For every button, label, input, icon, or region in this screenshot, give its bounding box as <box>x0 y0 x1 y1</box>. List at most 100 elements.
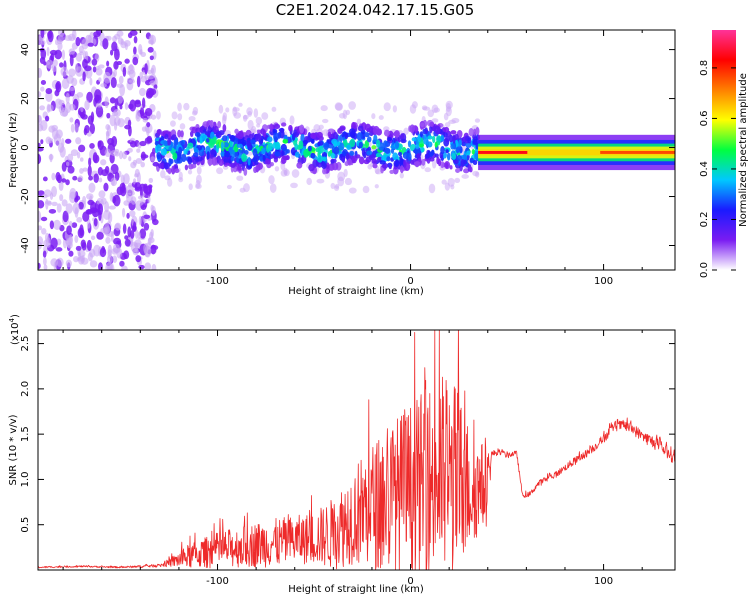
noise-blob <box>81 242 87 251</box>
noise-blob <box>40 80 47 85</box>
spectrogram-frame <box>37 29 676 271</box>
signal-blob <box>317 145 325 154</box>
signal-halo-blob <box>444 122 451 128</box>
signal-blob <box>255 164 259 173</box>
noise-blob <box>135 109 141 120</box>
noise-blob <box>151 64 156 75</box>
noise-blob <box>40 120 48 131</box>
signal-blob <box>310 147 316 152</box>
noise-blob <box>139 140 147 147</box>
signal-halo-blob <box>196 166 202 175</box>
noise-blob <box>148 177 154 184</box>
signal-blob <box>427 135 433 140</box>
signal-blob <box>273 123 281 130</box>
signal-blob <box>472 138 479 145</box>
signal-blob <box>443 126 450 133</box>
signal-blob <box>274 151 281 157</box>
signal-blob <box>400 133 405 140</box>
signal-halo-blob <box>269 183 277 193</box>
signal-blob <box>450 130 457 135</box>
noise-blob <box>76 216 83 223</box>
noise-blob <box>84 99 90 111</box>
noise-blob <box>67 165 75 174</box>
noise-blob <box>78 201 84 210</box>
signal-blob <box>349 150 355 156</box>
noise-blob <box>78 144 86 153</box>
noise-blob <box>91 58 98 66</box>
signal-blob <box>234 151 239 159</box>
noise-blob <box>146 126 150 137</box>
signal-blob <box>373 134 378 143</box>
noise-blob <box>69 103 76 111</box>
signal-halo-blob <box>232 107 240 112</box>
signal-halo-blob <box>378 115 384 120</box>
noise-blob <box>58 181 64 192</box>
noise-blob <box>76 91 84 98</box>
signal-halo-blob <box>283 169 290 177</box>
noise-blob <box>47 138 54 143</box>
noise-blob <box>124 124 132 130</box>
signal-blob <box>426 141 433 148</box>
signal-blob <box>356 132 363 141</box>
signal-blob <box>241 148 246 155</box>
noise-blob <box>65 161 70 167</box>
noise-blob <box>121 151 128 160</box>
noise-blob <box>96 231 104 240</box>
narrow-band-layer <box>478 149 675 156</box>
noise-blob <box>55 171 61 182</box>
signal-blob <box>282 138 289 144</box>
signal-blob <box>273 132 280 141</box>
noise-blob <box>38 210 42 223</box>
noise-blob <box>149 55 154 61</box>
noise-blob <box>51 65 57 72</box>
noise-blob <box>45 237 51 248</box>
noise-blob <box>89 143 95 149</box>
noise-blob <box>132 221 137 232</box>
noise-blob <box>144 63 148 75</box>
noise-blob <box>40 86 45 92</box>
signal-blob <box>341 156 345 163</box>
signal-blob <box>333 146 340 155</box>
noise-blob <box>119 182 126 192</box>
colorbar-tick-label: 0.0 <box>699 262 710 278</box>
signal-blob <box>173 138 179 147</box>
noise-blob <box>57 142 65 153</box>
signal-blob <box>308 163 315 172</box>
noise-blob <box>107 124 111 137</box>
signal-blob <box>403 159 407 168</box>
signal-blob <box>247 156 251 166</box>
noise-blob <box>150 229 154 238</box>
signal-blob <box>206 151 210 160</box>
noise-blob <box>122 66 127 77</box>
noise-blob <box>114 222 122 231</box>
noise-blob <box>90 235 96 241</box>
noise-blob <box>138 87 146 97</box>
noise-blob <box>49 153 53 163</box>
noise-blob <box>121 207 126 218</box>
signal-blob <box>372 163 378 169</box>
signal-blob <box>321 151 328 159</box>
noise-blob <box>38 114 43 126</box>
noise-blob <box>59 109 68 117</box>
signal-halo-blob <box>362 185 370 194</box>
signal-blob <box>164 133 169 140</box>
noise-blob <box>68 68 76 77</box>
signal-halo-blob <box>218 104 224 114</box>
noise-blob <box>59 194 64 202</box>
signal-blob <box>386 156 391 162</box>
signal-blob <box>237 166 242 171</box>
noise-blob <box>48 208 57 214</box>
signal-blob <box>265 158 271 165</box>
signal-blob <box>364 140 370 149</box>
signal-blob <box>371 158 378 165</box>
noise-blob <box>106 254 113 264</box>
noise-blob <box>97 140 102 148</box>
signal-blob <box>280 122 287 127</box>
signal-blob <box>383 129 390 137</box>
signal-blob <box>298 140 304 150</box>
x-tick-label: 100 <box>594 576 613 587</box>
noise-blob <box>124 58 130 64</box>
signal-blob <box>250 139 256 144</box>
y-tick-label: -20 <box>20 188 31 204</box>
noise-region <box>38 30 159 270</box>
